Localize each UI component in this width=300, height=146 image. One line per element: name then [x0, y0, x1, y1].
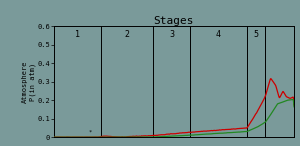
- Title: Stages: Stages: [154, 15, 194, 26]
- Text: 1: 1: [75, 30, 80, 39]
- Text: 5: 5: [254, 30, 259, 39]
- Text: *: *: [89, 130, 92, 134]
- Text: 3: 3: [169, 30, 174, 39]
- Y-axis label: Atmosphere
P(in atm): Atmosphere P(in atm): [22, 60, 36, 103]
- Text: 4: 4: [216, 30, 221, 39]
- Text: 2: 2: [124, 30, 130, 39]
